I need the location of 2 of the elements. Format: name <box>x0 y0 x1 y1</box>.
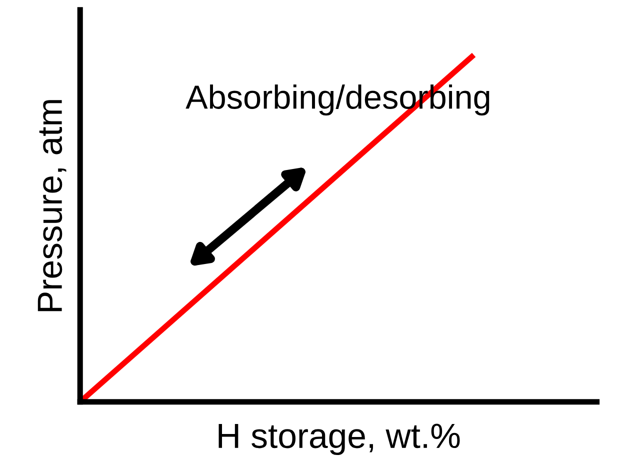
y-axis-title: Pressure, atm <box>38 100 66 312</box>
x-axis-title: H storage, wt.% <box>218 424 460 456</box>
